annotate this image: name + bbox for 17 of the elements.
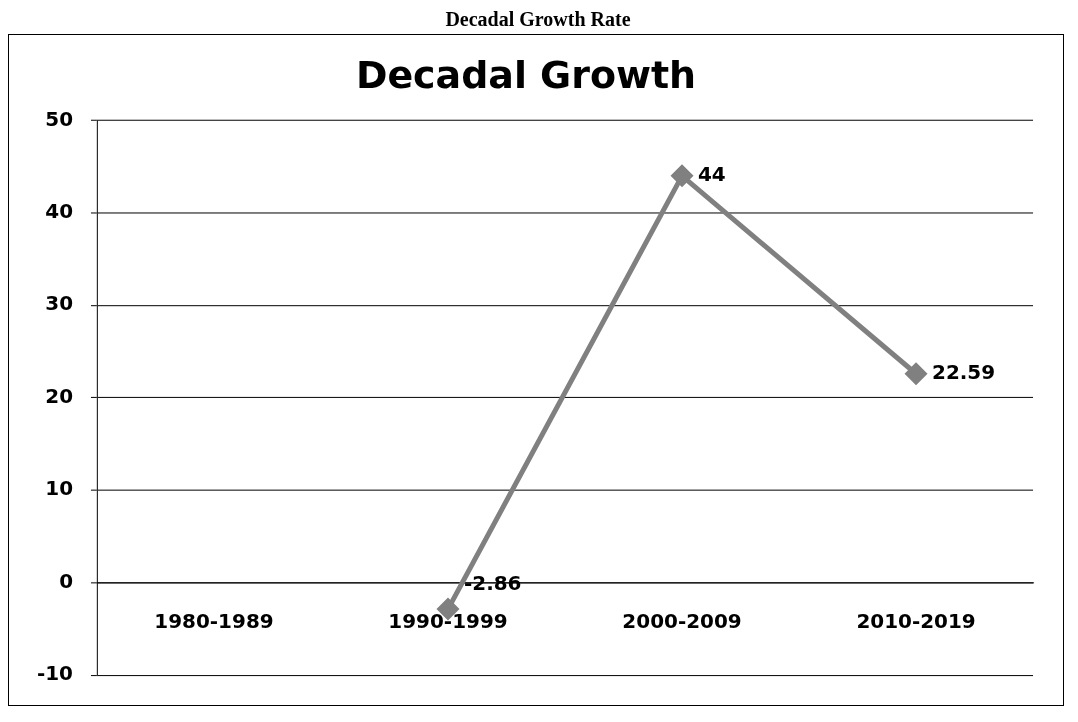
y-tick-label: 10 <box>45 476 74 501</box>
x-tick-label: 1980-1989 <box>154 608 274 633</box>
y-tick-label: 30 <box>45 291 74 316</box>
point <box>905 363 927 385</box>
chart-title: Decadal Growth <box>355 52 697 97</box>
text: Decadal Growth Rate <box>444 8 632 32</box>
x-tick-label: 2000-2009 <box>622 608 742 633</box>
y-tick-label: 20 <box>45 383 74 408</box>
x-tick-label: 2010-2019 <box>856 608 976 633</box>
data-label: 44 <box>697 162 726 186</box>
data-label: 22.59 <box>932 359 996 384</box>
y-tick-label: -10 <box>36 661 74 686</box>
point <box>671 165 693 187</box>
y-tick-label: 0 <box>59 568 74 593</box>
y-tick-label: 50 <box>45 106 74 131</box>
x-tick-label: 1990-1999 <box>388 608 508 633</box>
y-tick-label: 40 <box>45 199 74 223</box>
